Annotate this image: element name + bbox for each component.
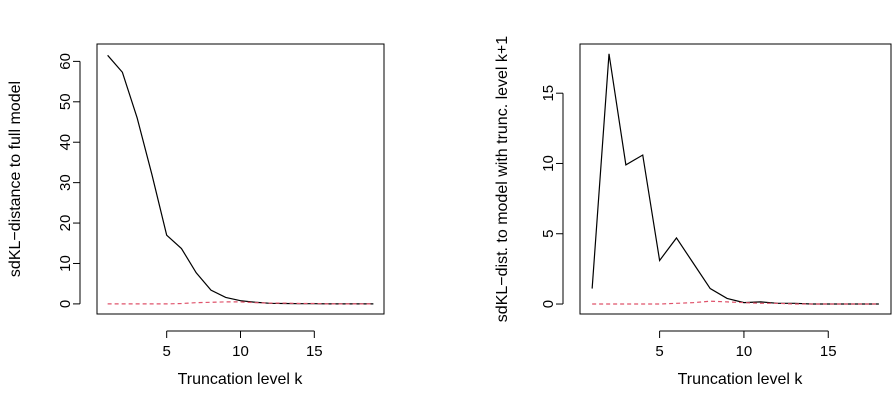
right-series-dashed-line <box>592 300 879 305</box>
right-y-tick-label-2: 10 <box>540 155 557 172</box>
left-panel: 5 10 15 0 10 20 30 40 50 60 Truncation level k sd… <box>7 43 385 388</box>
left-x-tick-label-2: 15 <box>306 343 323 360</box>
left-plot-area: 5 10 15 0 10 20 30 40 50 60 <box>57 53 374 360</box>
right-x-axis-title: Truncation level k <box>678 371 804 388</box>
left-y-tick-label-3: 30 <box>57 174 74 191</box>
right-y-tick-label-0: 0 <box>540 300 557 308</box>
left-y-tick-label-2: 20 <box>57 215 74 232</box>
left-y-tick-label-1: 10 <box>57 255 74 272</box>
left-x-tick-label-1: 10 <box>232 343 249 360</box>
right-y-axis-title: sdKL−dist. to model with trunc. level k+… <box>494 36 511 322</box>
left-y-tick-label-5: 50 <box>57 93 74 110</box>
right-plot-area: 5 10 15 0 5 10 15 <box>540 53 879 360</box>
left-y-tick-label-4: 40 <box>57 134 74 151</box>
left-x-axis-title: Truncation level k <box>178 371 304 388</box>
right-panel: 5 10 15 0 5 10 15 Truncation level k sdKL−dist… <box>494 36 892 388</box>
left-series-dashed-line <box>107 301 374 305</box>
right-x-tick-label-1: 10 <box>736 343 753 360</box>
right-x-tick-label-2: 15 <box>820 343 837 360</box>
left-x-tick-label-0: 5 <box>163 343 171 360</box>
right-plot-frame <box>579 43 892 315</box>
left-plot-frame <box>96 43 385 315</box>
left-y-tick-label-6: 60 <box>57 53 74 70</box>
right-y-tick-label-1: 5 <box>540 230 557 238</box>
left-y-tick-label-0: 0 <box>57 300 74 308</box>
right-y-tick-label-3: 15 <box>540 85 557 102</box>
right-x-tick-label-0: 5 <box>655 343 663 360</box>
right-series-solid-line <box>591 53 879 305</box>
left-y-axis-title: sdKL−distance to full model <box>7 81 24 277</box>
left-series-solid-line <box>107 54 374 305</box>
